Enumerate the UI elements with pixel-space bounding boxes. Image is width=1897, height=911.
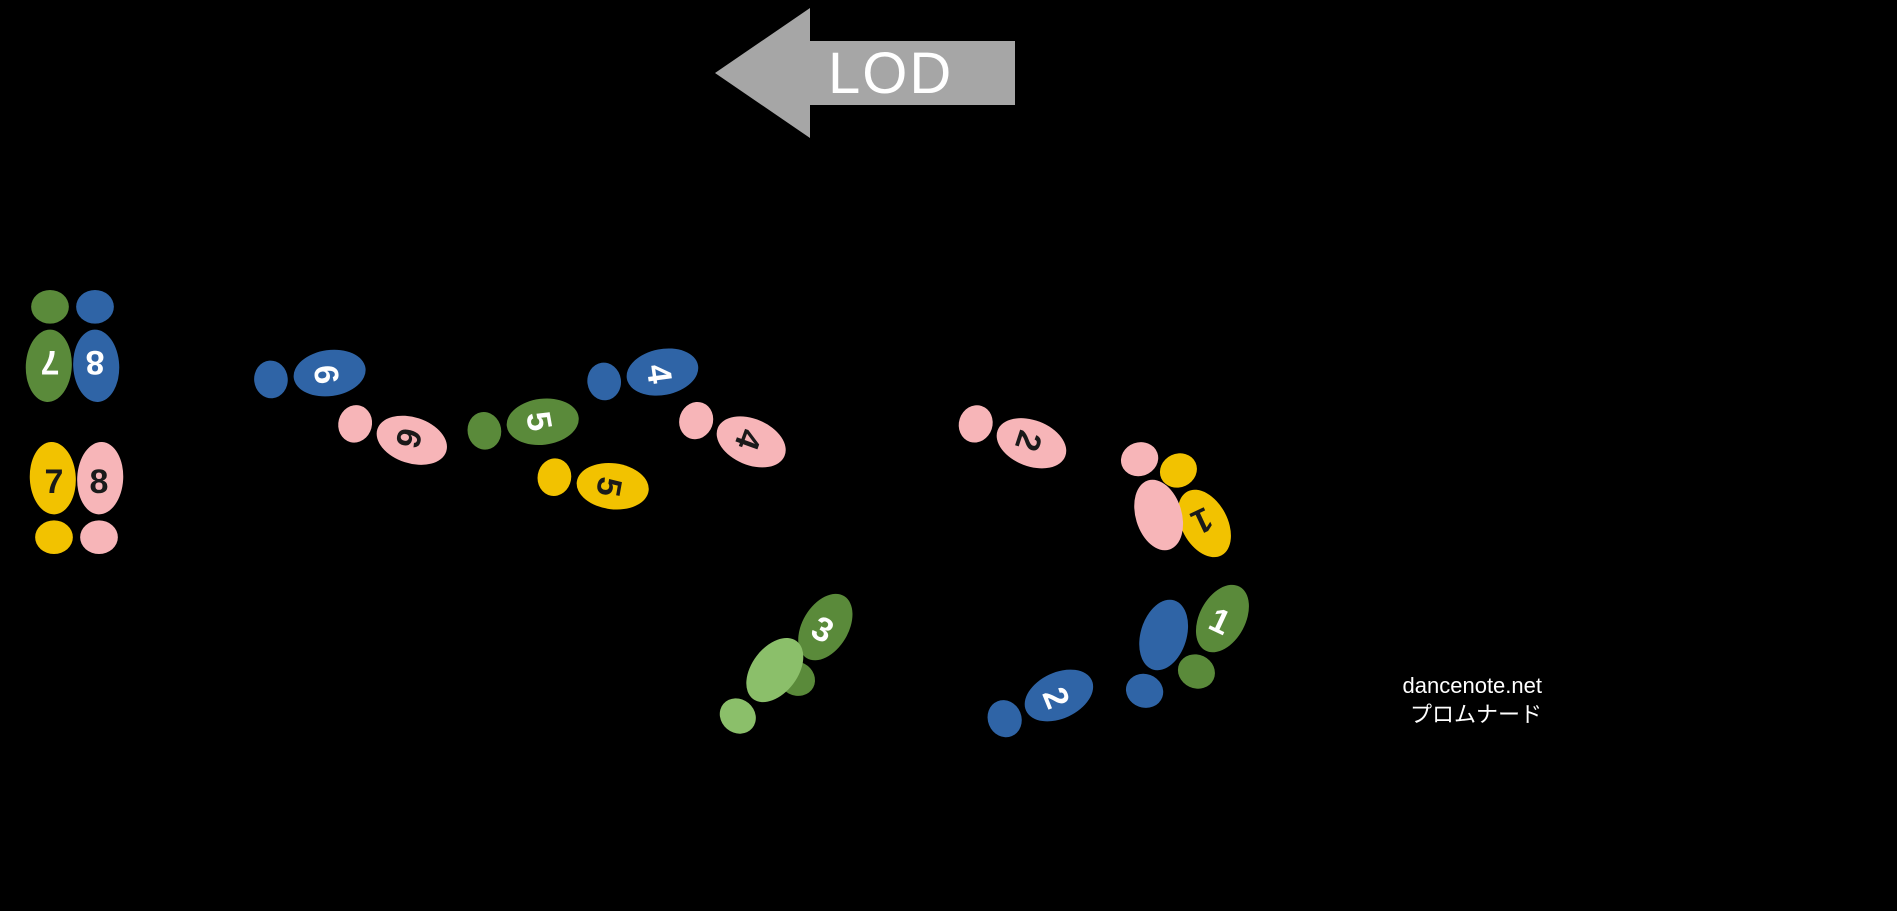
footprint-m7: 7 [27,290,73,402]
footprint-f6: 6 [333,397,453,470]
credit-site: dancenote.net [1403,671,1542,701]
lod-arrow-label: LOD [828,40,953,107]
footprint-m2: 2 [980,662,1101,747]
footprint-m6: 6 [252,348,368,404]
diagram-stage: LOD 123456781245678 dancenote.net プロムナード [0,0,1582,760]
footprint-m4: 4 [584,345,701,406]
footprint-m8: 8 [72,290,118,402]
footprint-f5: 5 [534,452,652,517]
footprint-f4: 4 [673,393,794,475]
credit-title: プロムナード [1403,700,1542,730]
footprint-f8: 8 [76,442,122,554]
footprint-m5: 5 [464,392,582,457]
footprint-f7: 7 [31,442,77,554]
footprint-f2: 2 [953,397,1074,475]
credit-block: dancenote.net プロムナード [1403,671,1542,730]
